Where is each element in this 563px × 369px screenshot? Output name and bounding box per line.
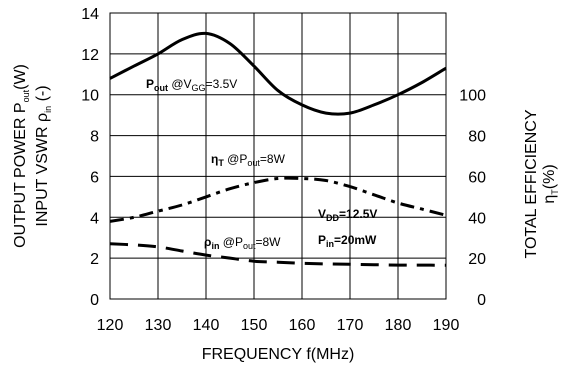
x-tick-label: 160 — [289, 317, 316, 334]
y-right-axis-title-line1: TOTAL EFFICIENCY — [523, 109, 540, 258]
ann-pout-main: P — [146, 77, 154, 91]
x-tick-label: 180 — [385, 317, 412, 334]
ann-eta-mid: @P — [224, 152, 248, 166]
x-tick-label: 120 — [97, 317, 124, 334]
annotation-eta: ηT @Pout=8W — [211, 152, 286, 168]
series-line-0 — [109, 31, 447, 116]
ann-pout-tail: =3.5V — [206, 77, 238, 91]
y-right-tick-label: 100 — [459, 88, 486, 105]
y-left-tick-label: 6 — [90, 169, 99, 186]
ann-pin-tail: =20mW — [334, 233, 377, 247]
annotation-vdd: VDD=12.5V — [318, 207, 377, 223]
ann-vdd-sub: DD — [326, 213, 339, 223]
annotation-rho: ρin @Pout=8W — [204, 235, 281, 251]
series-line-2 — [109, 242, 447, 267]
ann-pout-sub: out — [154, 83, 168, 93]
ann-pout-mid: @V — [168, 77, 192, 91]
tick-labels: 120 130 140 150 160 170 180 1900246810121402040… — [81, 6, 486, 334]
y-left-title1-tail: (W) — [12, 64, 29, 90]
y-left-axis-title-line1: OUTPUT POWER Pout(W) — [12, 64, 31, 248]
x-tick-label: 150 — [241, 317, 268, 334]
y-left-title2-greek: ρ — [34, 113, 51, 122]
y-left-tick-label: 2 — [90, 251, 99, 268]
y-left-title1-main: OUTPUT POWER P — [12, 102, 29, 248]
series-layer — [109, 31, 447, 267]
grid-lines — [110, 13, 446, 299]
y-right-tick-label: 40 — [468, 210, 486, 227]
ann-eta-sub2: out — [247, 158, 260, 168]
ann-rho-main: ρ — [204, 235, 211, 249]
ann-eta-tail: =8W — [260, 152, 286, 166]
y-left-tick-label: 10 — [81, 88, 99, 105]
y-right-title2-sub: T — [550, 189, 560, 195]
x-tick-label: 170 — [337, 317, 364, 334]
ann-rho-sub2: out — [243, 241, 256, 251]
y-right-title2-tail: (%) — [541, 164, 558, 189]
y-left-title2-sub: in — [43, 106, 53, 113]
y-right-tick-label: 60 — [468, 169, 486, 186]
annotation-pout: Pout @VGG=3.5V — [146, 77, 237, 93]
y-left-title2-tail: (-) — [34, 85, 51, 105]
y-left-title1-sub: out — [21, 89, 31, 102]
ann-eta-main: η — [211, 152, 218, 166]
x-tick-label: 190 — [433, 317, 460, 334]
y-left-title2-main: INPUT VSWR — [34, 122, 51, 227]
y-left-tick-label: 4 — [90, 210, 99, 227]
y-right-tick-label: 80 — [468, 129, 486, 146]
ann-pin-main: P — [318, 233, 326, 247]
y-right-tick-label: 0 — [477, 292, 486, 309]
ann-vdd-tail: =12.5V — [339, 207, 377, 221]
ann-rho-tail: =8W — [255, 235, 281, 249]
x-tick-label: 130 — [145, 317, 172, 334]
ann-eta-sub: T — [218, 158, 224, 168]
y-right-title2-greek: η — [541, 195, 558, 204]
x-tick-label: 140 — [193, 317, 220, 334]
y-left-tick-label: 14 — [81, 6, 99, 23]
y-left-tick-label: 8 — [90, 129, 99, 146]
ann-vdd-main: V — [318, 207, 326, 221]
annotation-pin: Pin=20mW — [318, 233, 377, 249]
y-right-tick-label: 20 — [468, 251, 486, 268]
ann-rho-mid: @P — [219, 235, 243, 249]
y-left-tick-label: 0 — [90, 292, 99, 309]
y-left-axis-title-line2: INPUT VSWR ρin (-) — [34, 85, 53, 226]
y-right-axis-title-line2: ηT(%) — [541, 164, 560, 203]
y-left-tick-label: 12 — [81, 47, 99, 64]
x-axis-title: FREQUENCY f(MHz) — [202, 346, 355, 363]
ann-rho-sub: in — [211, 241, 219, 251]
series-line-1 — [109, 176, 447, 223]
plot-frame — [109, 12, 447, 300]
ann-pin-sub: in — [326, 239, 334, 249]
ann-pout-sub2: GG — [192, 83, 206, 93]
